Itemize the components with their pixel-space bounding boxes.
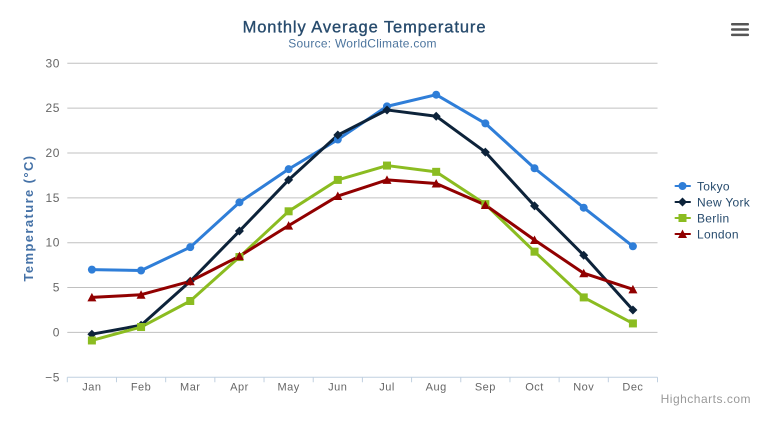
svg-text:Sep: Sep bbox=[475, 382, 496, 394]
svg-text:Nov: Nov bbox=[573, 382, 594, 394]
svg-text:15: 15 bbox=[45, 191, 60, 205]
svg-text:20: 20 bbox=[45, 146, 60, 160]
svg-text:5: 5 bbox=[53, 281, 60, 295]
svg-text:Apr: Apr bbox=[230, 382, 249, 394]
svg-text:Tokyo: Tokyo bbox=[697, 180, 730, 194]
svg-text:Jun: Jun bbox=[328, 382, 347, 394]
svg-text:−5: −5 bbox=[45, 370, 60, 384]
svg-text:Jul: Jul bbox=[379, 382, 395, 394]
svg-text:London: London bbox=[697, 228, 739, 242]
svg-text:30: 30 bbox=[45, 56, 60, 70]
svg-text:Berlin: Berlin bbox=[697, 212, 729, 226]
svg-text:Monthly Average Temperature: Monthly Average Temperature bbox=[243, 19, 487, 37]
svg-text:Oct: Oct bbox=[525, 382, 544, 394]
svg-text:Aug: Aug bbox=[426, 382, 447, 394]
svg-text:Feb: Feb bbox=[131, 382, 151, 394]
svg-text:New York: New York bbox=[697, 196, 751, 210]
svg-text:10: 10 bbox=[45, 236, 60, 250]
svg-text:Source: WorldClimate.com: Source: WorldClimate.com bbox=[288, 37, 437, 51]
svg-text:Temperature (°C): Temperature (°C) bbox=[21, 154, 36, 281]
svg-text:Dec: Dec bbox=[622, 382, 643, 394]
svg-text:Highcharts.com: Highcharts.com bbox=[661, 392, 751, 406]
svg-text:Jan: Jan bbox=[82, 382, 101, 394]
svg-text:Mar: Mar bbox=[180, 382, 200, 394]
svg-text:0: 0 bbox=[53, 325, 60, 339]
svg-text:May: May bbox=[277, 382, 299, 394]
svg-text:25: 25 bbox=[45, 101, 60, 115]
